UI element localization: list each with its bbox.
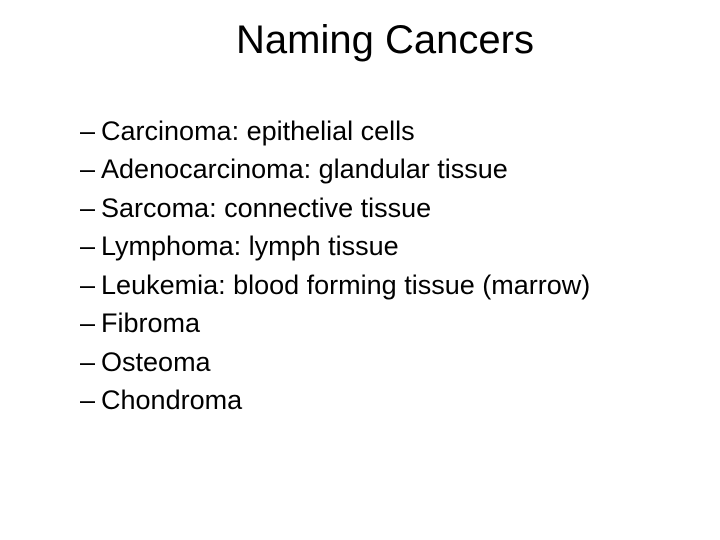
dash-icon: – (80, 382, 95, 418)
bullet-text: Osteoma (101, 347, 211, 377)
dash-icon: – (80, 344, 95, 380)
bullet-text: Lymphoma: lymph tissue (101, 231, 399, 261)
slide-container: Naming Cancers –Carcinoma: epithelial ce… (0, 0, 720, 540)
list-item: –Osteoma (80, 344, 690, 380)
list-item: –Carcinoma: epithelial cells (80, 113, 690, 149)
slide-title: Naming Cancers (80, 18, 690, 63)
bullet-text: Chondroma (101, 385, 242, 415)
list-item: –Sarcoma: connective tissue (80, 190, 690, 226)
list-item: –Adenocarcinoma: glandular tissue (80, 151, 690, 187)
bullet-text: Adenocarcinoma: glandular tissue (101, 154, 508, 184)
bullet-text: Sarcoma: connective tissue (101, 193, 431, 223)
bullet-list: –Carcinoma: epithelial cells –Adenocarci… (80, 113, 690, 419)
list-item: –Chondroma (80, 382, 690, 418)
dash-icon: – (80, 113, 95, 149)
dash-icon: – (80, 267, 95, 303)
bullet-text: Leukemia: blood forming tissue (marrow) (101, 270, 590, 300)
dash-icon: – (80, 190, 95, 226)
list-item: –Fibroma (80, 305, 690, 341)
dash-icon: – (80, 228, 95, 264)
list-item: –Leukemia: blood forming tissue (marrow) (80, 267, 690, 303)
dash-icon: – (80, 305, 95, 341)
dash-icon: – (80, 151, 95, 187)
list-item: –Lymphoma: lymph tissue (80, 228, 690, 264)
bullet-text: Carcinoma: epithelial cells (101, 116, 415, 146)
bullet-text: Fibroma (101, 308, 200, 338)
